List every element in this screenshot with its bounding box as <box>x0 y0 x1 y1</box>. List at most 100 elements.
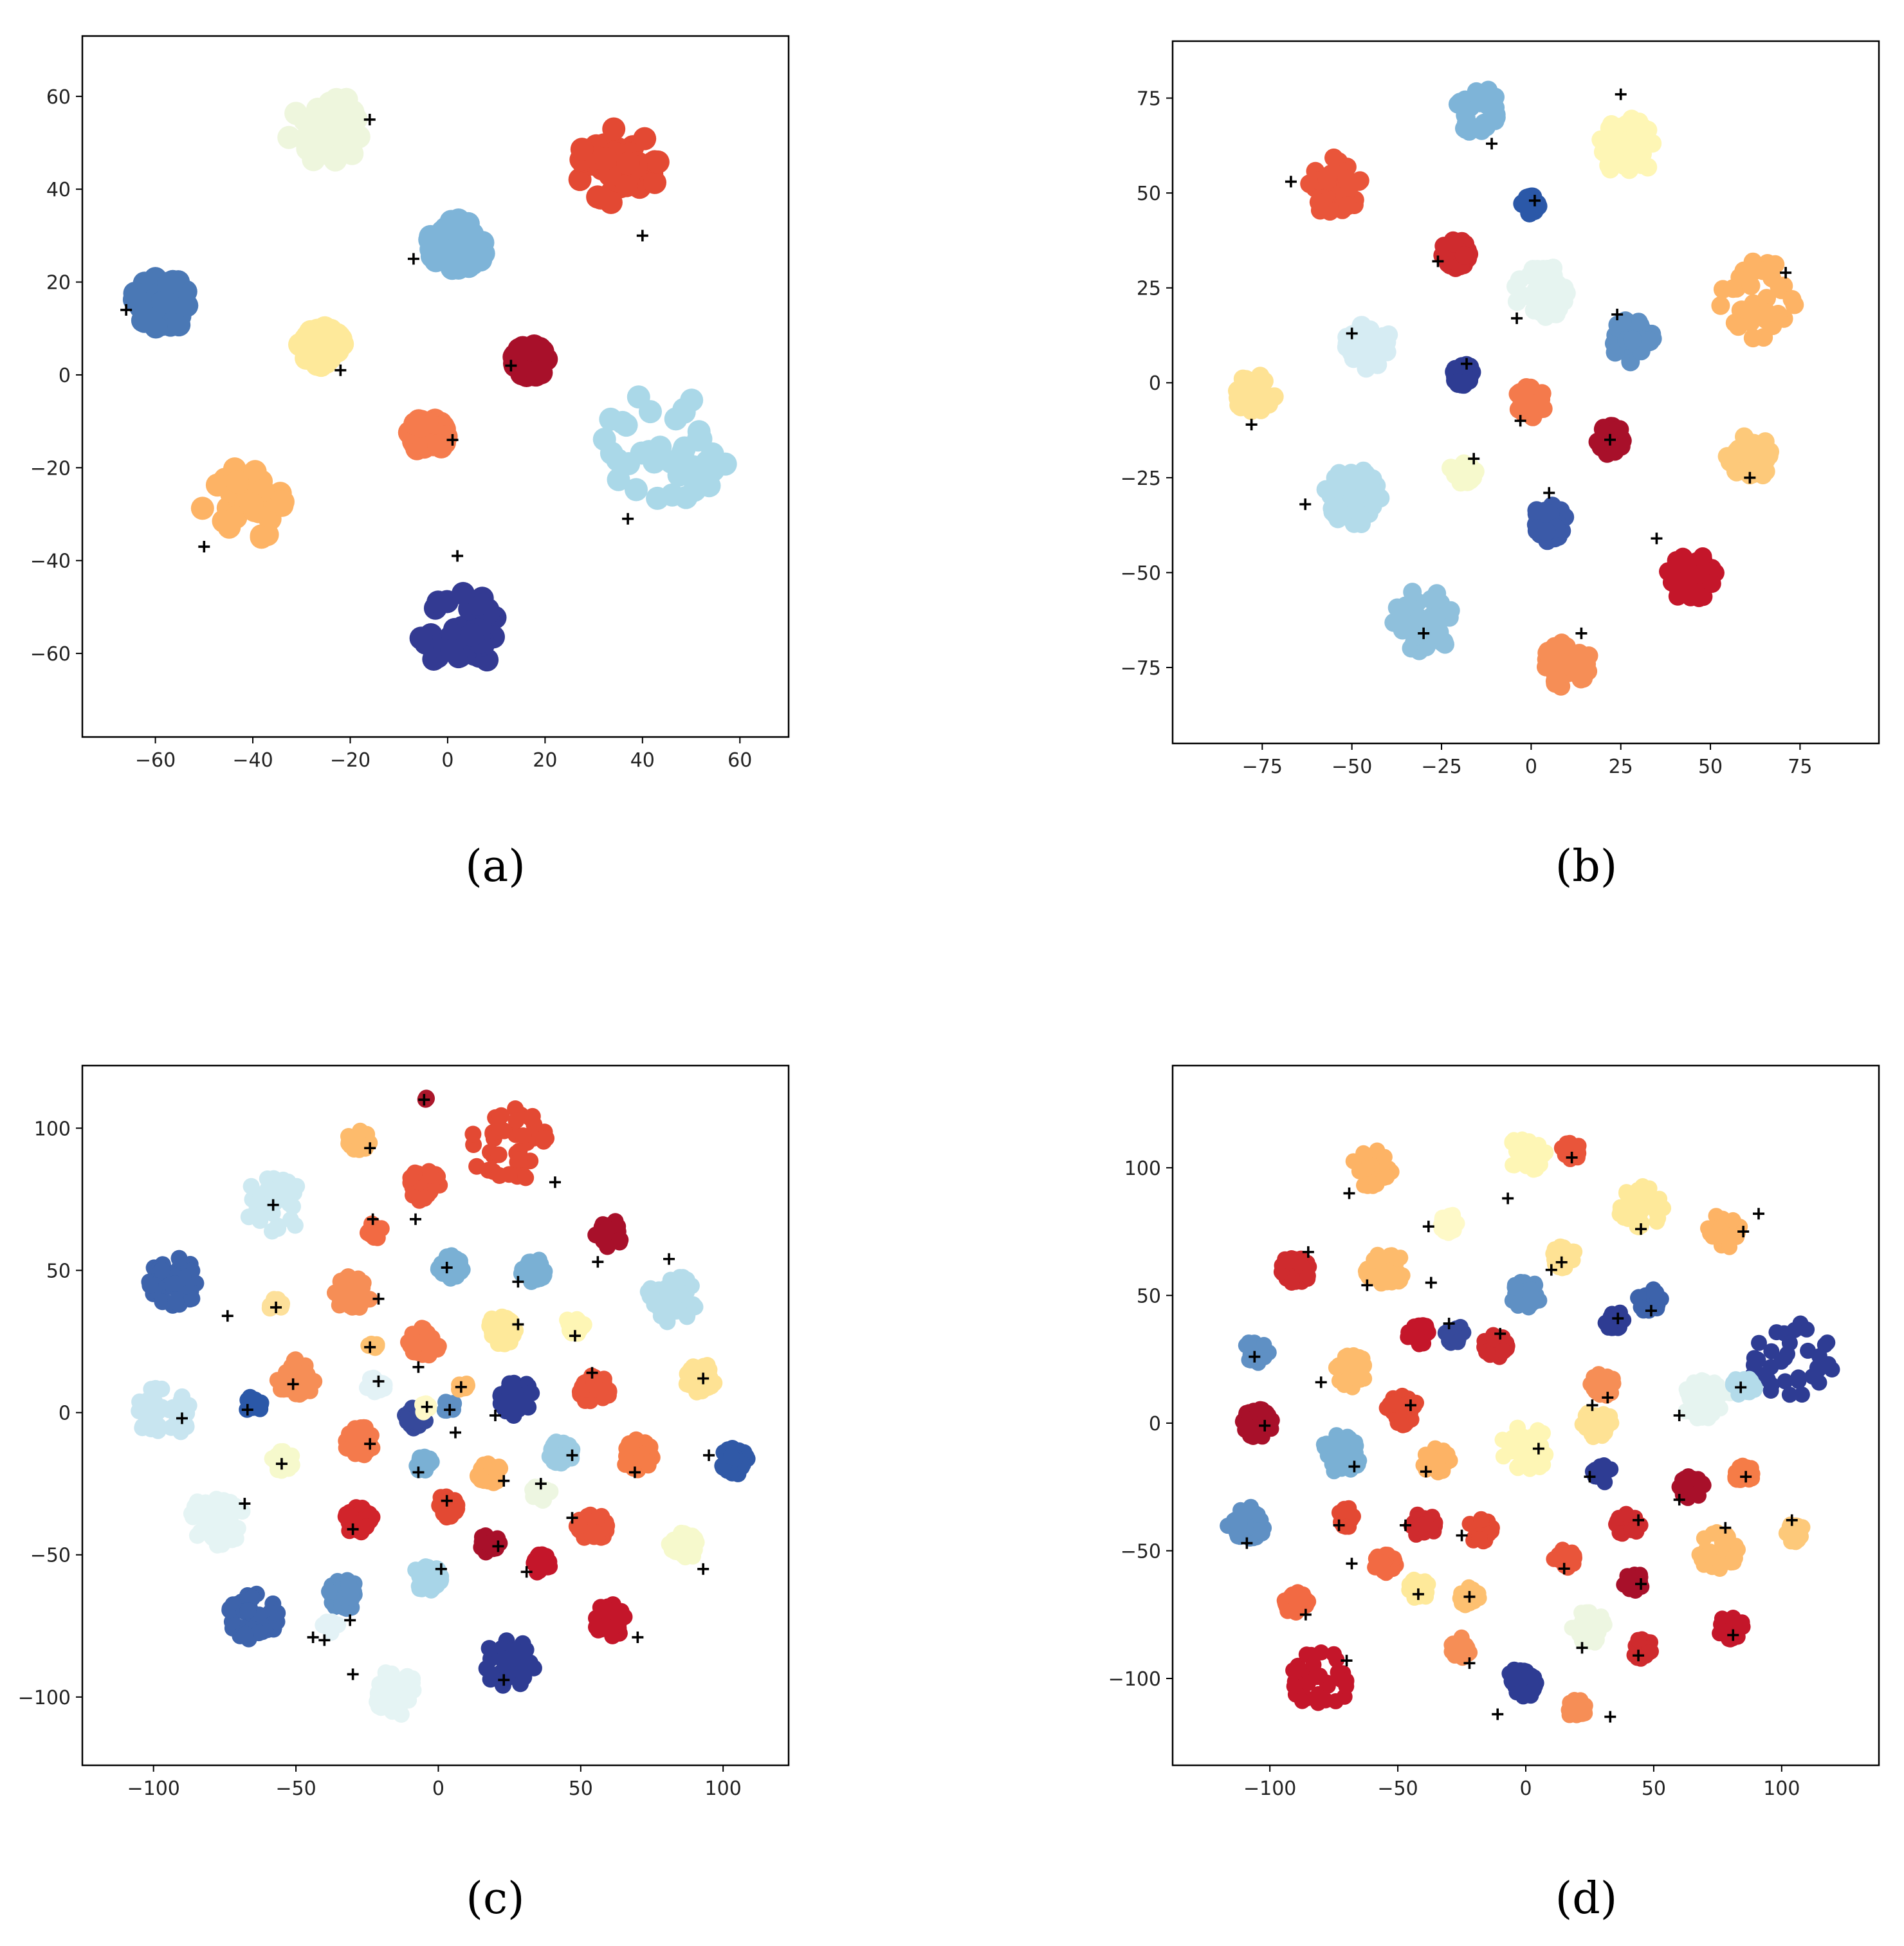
scatter-point <box>1289 1596 1305 1612</box>
scatter-point <box>1521 1434 1537 1451</box>
centroid-marker <box>505 359 517 372</box>
x-tick-label: 100 <box>1763 1778 1800 1800</box>
scatter-point <box>1546 672 1566 691</box>
scatter-point <box>1624 1575 1640 1592</box>
centroid-markers <box>1245 88 1792 639</box>
scatter-point <box>183 1505 200 1522</box>
scatter-point <box>271 490 295 514</box>
centroid-marker <box>489 1410 501 1421</box>
centroid-marker <box>1727 1629 1739 1641</box>
centroid-marker <box>1456 1529 1468 1541</box>
scatter-point <box>1232 392 1251 411</box>
scatter-point <box>648 435 672 459</box>
centroid-marker <box>275 1458 288 1470</box>
centroid-marker <box>632 1631 644 1643</box>
scatter-point <box>1434 632 1454 651</box>
scatter-point <box>1561 1134 1578 1151</box>
scatter-point <box>1700 1402 1716 1419</box>
scatter-point <box>464 1125 482 1143</box>
centroid-marker <box>1249 1350 1261 1363</box>
scatter-point <box>1395 1405 1412 1421</box>
centroid-marker <box>1259 1419 1271 1432</box>
scatter-point <box>639 400 662 424</box>
scatter-point <box>538 1130 555 1147</box>
scatter-point <box>1252 1523 1268 1540</box>
centroid-marker <box>1555 1256 1568 1268</box>
scatter-point <box>413 1320 430 1337</box>
scatter-point <box>314 102 337 126</box>
scatter-point <box>275 1188 293 1205</box>
cluster-18 <box>678 1357 723 1401</box>
scatter-point <box>1350 505 1369 524</box>
centroid-marker <box>622 513 634 525</box>
scatter-point <box>1781 1334 1798 1351</box>
cluster-5 <box>1700 1208 1748 1255</box>
scatter-point <box>1537 522 1556 541</box>
scatter-point <box>408 1336 425 1353</box>
scatter-point <box>1506 1279 1523 1296</box>
scatter-point <box>1711 296 1730 315</box>
scatter-point <box>122 287 146 311</box>
scatter-point <box>240 1208 257 1226</box>
scatter-point <box>1548 637 1568 657</box>
scatter-point <box>1641 332 1660 351</box>
centroid-marker <box>697 1563 709 1575</box>
x-tick-label: −100 <box>1243 1778 1296 1800</box>
scatter-point <box>1281 1253 1297 1269</box>
centroid-marker <box>412 1466 425 1478</box>
cluster-19 <box>1384 583 1460 660</box>
centroid-marker <box>1348 1460 1360 1473</box>
cluster-20 <box>1378 1387 1424 1433</box>
centroid-marker <box>446 434 459 446</box>
scatter-point <box>522 1109 538 1127</box>
scatter-point <box>422 1167 439 1184</box>
centroid-marker <box>1719 1522 1732 1534</box>
cluster-43 <box>526 1546 558 1581</box>
centroid-marker <box>1635 1223 1647 1235</box>
centroid-marker <box>1418 627 1430 639</box>
cluster-21 <box>131 1379 197 1441</box>
scatter-point <box>282 1211 299 1228</box>
cluster-37 <box>183 1491 251 1554</box>
scatter-point <box>1597 1314 1614 1331</box>
scatter-point <box>1676 1470 1693 1487</box>
y-tick-label: −50 <box>1121 562 1161 585</box>
scatter-point <box>175 294 199 318</box>
cluster-14 <box>1238 1334 1277 1371</box>
cluster-45 <box>321 1572 363 1617</box>
scatter-point <box>1565 1243 1581 1260</box>
scatter-point <box>1326 468 1345 487</box>
cluster-1 <box>122 267 199 339</box>
centroid-marker <box>364 1438 376 1450</box>
scatter-point <box>1649 1214 1665 1230</box>
cluster-45 <box>1501 1661 1544 1705</box>
scatter-point <box>293 1384 311 1401</box>
scatter-point <box>1360 1269 1377 1286</box>
scatter-point <box>153 1380 170 1397</box>
centroid-marker <box>344 1614 356 1626</box>
cluster-14 <box>1442 454 1485 492</box>
centroid-marker <box>1346 1558 1358 1570</box>
cluster-50 <box>315 1613 347 1641</box>
scatter-point <box>470 1467 487 1484</box>
scatter-point <box>299 1368 316 1385</box>
cluster-10 <box>1504 1273 1548 1316</box>
scatter-point <box>259 1180 277 1197</box>
centroid-marker <box>363 113 376 125</box>
y-tick-label: 0 <box>59 365 71 387</box>
scatter-point <box>1373 1275 1389 1292</box>
y-tick-label: 50 <box>1137 183 1161 205</box>
scatter-point <box>1418 1584 1435 1601</box>
x-tick-label: 50 <box>1698 756 1723 778</box>
scatter-point <box>376 1693 394 1711</box>
centroid-marker <box>1753 1208 1765 1220</box>
centroid-marker <box>1468 453 1480 465</box>
scatter-point <box>1454 246 1474 265</box>
cluster-48 <box>478 1632 542 1694</box>
cluster-49 <box>369 1664 422 1723</box>
scatter-point <box>1394 605 1413 624</box>
scatter-point <box>1589 1412 1606 1429</box>
cluster-46 <box>1626 1631 1659 1667</box>
